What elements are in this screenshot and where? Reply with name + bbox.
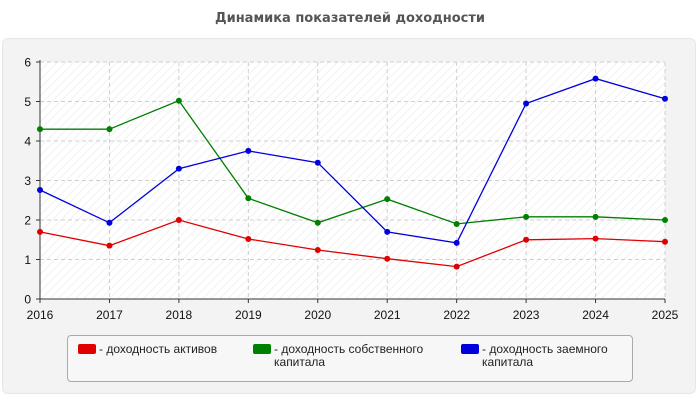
data-point [175, 97, 182, 104]
x-tick-label: 2020 [304, 308, 331, 322]
data-point [384, 255, 391, 262]
data-point [175, 217, 182, 223]
data-point [453, 239, 460, 246]
data-point [592, 235, 599, 242]
data-point [245, 195, 252, 202]
data-point [384, 196, 391, 203]
data-point [37, 126, 43, 133]
x-tick-label: 2016 [27, 308, 54, 322]
data-point [37, 186, 43, 193]
data-point [106, 242, 113, 249]
data-point [106, 126, 113, 133]
data-point [453, 263, 460, 270]
data-point [523, 100, 530, 107]
data-point [314, 159, 321, 166]
series-line-3 [39, 77, 666, 244]
legend-label: - доходность собственного капитала [274, 342, 424, 369]
x-tick-label: 2024 [582, 308, 609, 322]
data-point [175, 165, 182, 172]
y-tick-label: 3 [24, 174, 31, 188]
legend-item-1: - доходность активов [78, 343, 217, 356]
y-tick-label: 2 [24, 214, 31, 228]
x-tick-label: 2023 [513, 308, 540, 322]
legend-swatch [461, 344, 479, 354]
y-tick-label: 5 [24, 95, 31, 109]
x-tick-label: 2018 [166, 308, 193, 322]
y-tick-label: 1 [24, 253, 31, 267]
x-tick-label: 2022 [443, 308, 470, 322]
y-tick-label: 6 [24, 56, 31, 70]
series-line-1 [39, 219, 666, 268]
legend-swatch [78, 344, 96, 354]
y-tick-label: 4 [24, 135, 31, 149]
data-point [453, 220, 460, 227]
legend-item-2: - доходность собственного капитала [253, 343, 423, 369]
data-point [245, 235, 252, 242]
tick-labels: 0 1 2 3 4 5 6 2016 2017 2018 2019 2020 2021 2022 2023 2… [24, 56, 678, 323]
data-point [314, 219, 321, 226]
data-point [37, 228, 43, 235]
legend-label: - доходность активов [99, 342, 218, 356]
data-point [662, 95, 668, 102]
data-point [106, 219, 113, 226]
series-group [37, 75, 668, 270]
data-point [592, 213, 599, 220]
data-point [523, 213, 530, 220]
data-point [314, 247, 321, 254]
data-point [384, 228, 391, 235]
data-point [592, 75, 599, 82]
axes [36, 60, 666, 303]
legend-item-3: - доходность заемного капитала [461, 343, 608, 369]
legend-label: - доходность заемного капитала [482, 342, 608, 369]
chart-title: Динамика показателей доходности [215, 11, 485, 26]
x-tick-label: 2017 [96, 308, 123, 322]
x-tick-label: 2021 [374, 308, 401, 322]
data-point [245, 147, 252, 154]
legend: - доходность активов - доходность собстве… [67, 335, 633, 382]
data-point [662, 238, 668, 245]
data-point [523, 236, 530, 243]
y-tick-label: 0 [24, 293, 31, 307]
x-tick-label: 2019 [235, 308, 262, 322]
legend-swatch [253, 344, 271, 354]
series-line-2 [40, 99, 666, 225]
data-point [662, 217, 668, 223]
x-tick-label: 2025 [652, 308, 679, 322]
